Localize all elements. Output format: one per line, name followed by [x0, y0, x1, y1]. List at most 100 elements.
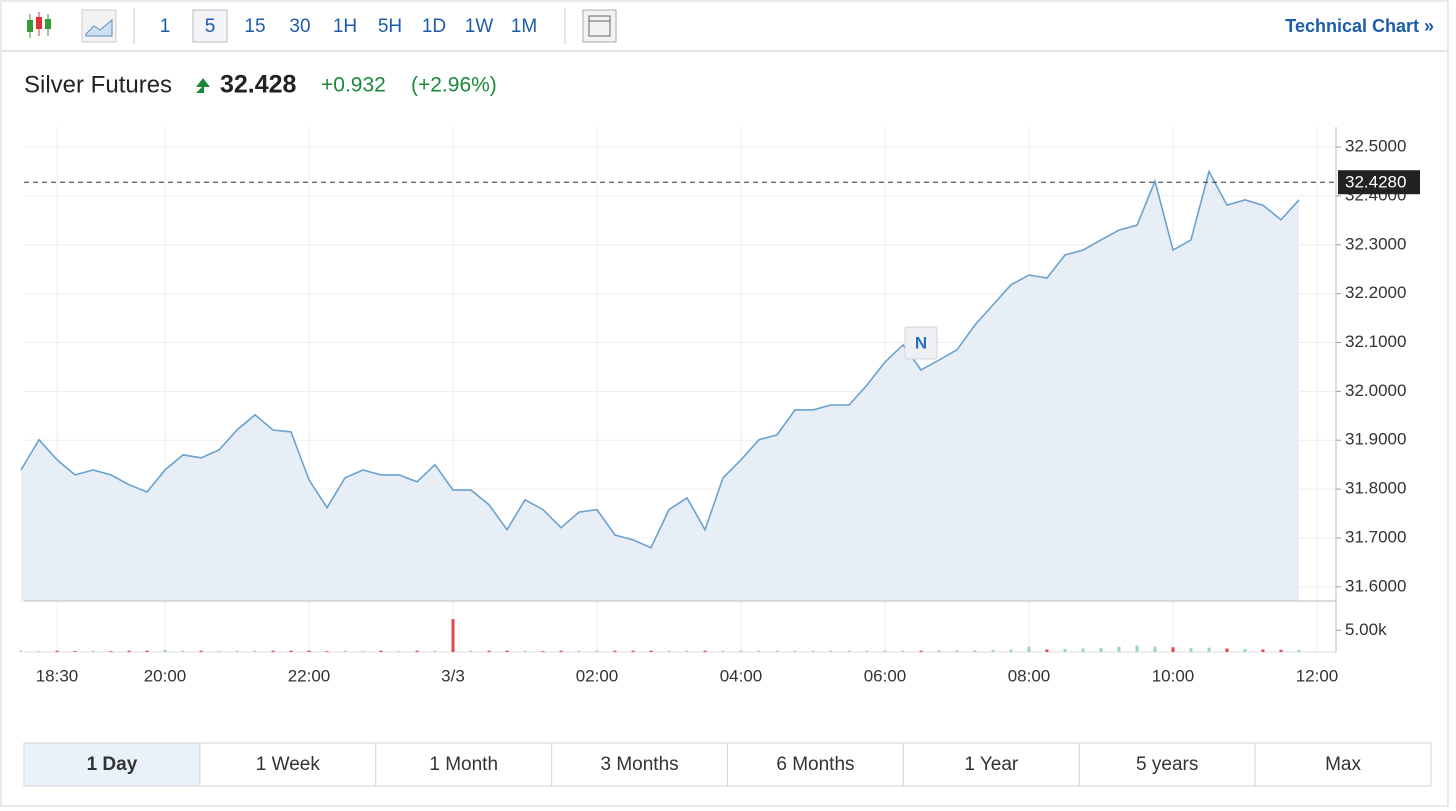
volume-bar [487, 650, 491, 652]
icon-body [36, 17, 42, 29]
x-tick-label: 18:30 [36, 666, 79, 685]
volume-bar [1063, 648, 1067, 652]
x-tick-label: 06:00 [864, 666, 907, 685]
volume-bar [649, 650, 653, 652]
icon-box [582, 9, 617, 43]
volume-bar [559, 650, 563, 652]
x-tick-label: 3/3 [441, 666, 465, 685]
volume-bar [505, 650, 509, 652]
volume-bar [127, 650, 131, 652]
volume-bar [775, 650, 779, 652]
range-button[interactable] [551, 742, 728, 787]
volume-bar [901, 650, 905, 652]
range-button[interactable] [727, 742, 904, 787]
volume-bar [613, 650, 617, 652]
volume-bar [91, 650, 95, 652]
volume-bar [1243, 648, 1247, 652]
volume-bar [289, 650, 293, 652]
volume-bar [721, 650, 725, 652]
volume-bar [343, 650, 347, 652]
interval-button[interactable]: 5H [378, 16, 402, 37]
interval-button[interactable]: 1D [422, 16, 446, 37]
y-tick-label: 31.9000 [1345, 430, 1406, 449]
volume-bar [37, 651, 41, 652]
volume-bar [595, 650, 599, 652]
instrument-name: Silver Futures [24, 71, 172, 98]
icon-body [27, 20, 33, 32]
volume-bar [1261, 649, 1265, 652]
volume-bar [379, 650, 383, 652]
volume-bar [199, 650, 203, 652]
x-tick-label: 20:00 [144, 666, 187, 685]
y-tick-label: 32.3000 [1345, 234, 1406, 253]
x-tick-label: 12:00 [1296, 666, 1339, 685]
range-label: 1 Year [964, 754, 1019, 775]
layout-icon[interactable] [582, 9, 617, 43]
range-button[interactable] [199, 742, 377, 787]
volume-bar [271, 650, 275, 652]
y-tick-label: 32.2000 [1345, 283, 1406, 302]
volume-bar [811, 650, 815, 652]
event-marker: N [915, 333, 927, 352]
technical-chart-link[interactable]: Technical Chart » [1285, 16, 1434, 36]
change: +0.932 [321, 74, 386, 97]
volume-bar [1117, 646, 1121, 652]
range-label: 1 Week [256, 754, 321, 775]
icon-area [85, 18, 113, 37]
volume-bar [253, 650, 257, 652]
price-line [20, 169, 1300, 549]
interval-button[interactable]: 5 [205, 16, 216, 37]
volume-bar [955, 650, 959, 652]
volume-bar [217, 651, 221, 652]
interval-button[interactable]: 30 [289, 16, 310, 37]
range-label: 1 Day [87, 754, 138, 775]
range-button[interactable] [23, 742, 201, 787]
volume-bar [307, 650, 311, 652]
price-area [21, 171, 1299, 601]
candle-icon[interactable] [27, 12, 51, 38]
range-label: 3 Months [600, 754, 678, 775]
volume-bar [55, 650, 59, 652]
interval-button[interactable]: 1 [160, 16, 171, 37]
range-label: Max [1325, 754, 1361, 775]
icon-body [45, 19, 51, 29]
volume-bar [1171, 647, 1175, 652]
last-price-label: 32.4280 [1345, 173, 1406, 192]
area-icon[interactable] [81, 9, 117, 43]
volume-bar [739, 650, 743, 652]
y-tick-label: 32.0000 [1345, 381, 1406, 400]
volume-bar [1297, 649, 1301, 652]
volume-bar [19, 650, 23, 652]
range-button[interactable] [1078, 742, 1256, 787]
interval-button[interactable]: 1W [465, 16, 494, 37]
volume-bar [1135, 645, 1139, 652]
icon-frame [588, 15, 611, 37]
volume-bar [469, 650, 473, 652]
range-label: 1 Month [429, 754, 498, 775]
volume-bar [541, 651, 545, 652]
interval-button[interactable]: 15 [244, 16, 265, 37]
interval-button[interactable]: 1H [333, 16, 357, 37]
volume-bar [865, 650, 869, 652]
interval-bar: 1 5 15 30 1H 5H 1D 1W 1M [160, 9, 537, 43]
volume-bar [415, 650, 419, 652]
range-button[interactable] [1254, 742, 1432, 787]
range-button[interactable] [902, 742, 1080, 787]
volume-tick-label: 5.00k [1345, 620, 1387, 639]
range-bar: 1 Day 1 Week 1 Month 3 Months 6 Months 1 Year… [23, 742, 1432, 787]
volume-bar [1225, 648, 1229, 652]
interval-button[interactable]: 1M [511, 16, 537, 37]
volume-bar [73, 651, 77, 652]
up-arrow [196, 78, 210, 93]
y-tick-label: 32.1000 [1345, 332, 1406, 351]
range-label: 6 Months [776, 754, 854, 775]
range-button[interactable] [375, 742, 553, 787]
event-marker-box[interactable] [904, 326, 938, 360]
volume-bar [919, 650, 923, 652]
volume-bar [937, 650, 941, 652]
volume-bar [793, 650, 797, 652]
chart: 31.6000 31.7000 31.8000 31.9000 32.0000 32.10… [19, 127, 1420, 685]
volume-bar [631, 650, 635, 652]
volume-bar [235, 650, 239, 652]
y-tick-label: 32.5000 [1345, 137, 1406, 156]
